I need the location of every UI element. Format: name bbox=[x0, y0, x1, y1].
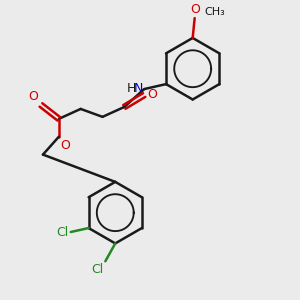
Text: O: O bbox=[147, 88, 157, 100]
Text: Cl: Cl bbox=[91, 263, 103, 276]
Text: O: O bbox=[60, 139, 70, 152]
Text: O: O bbox=[191, 3, 201, 16]
Text: O: O bbox=[28, 90, 38, 103]
Text: CH₃: CH₃ bbox=[205, 7, 225, 17]
Text: Cl: Cl bbox=[56, 226, 69, 239]
Text: H: H bbox=[127, 82, 136, 94]
Text: N: N bbox=[134, 82, 143, 94]
